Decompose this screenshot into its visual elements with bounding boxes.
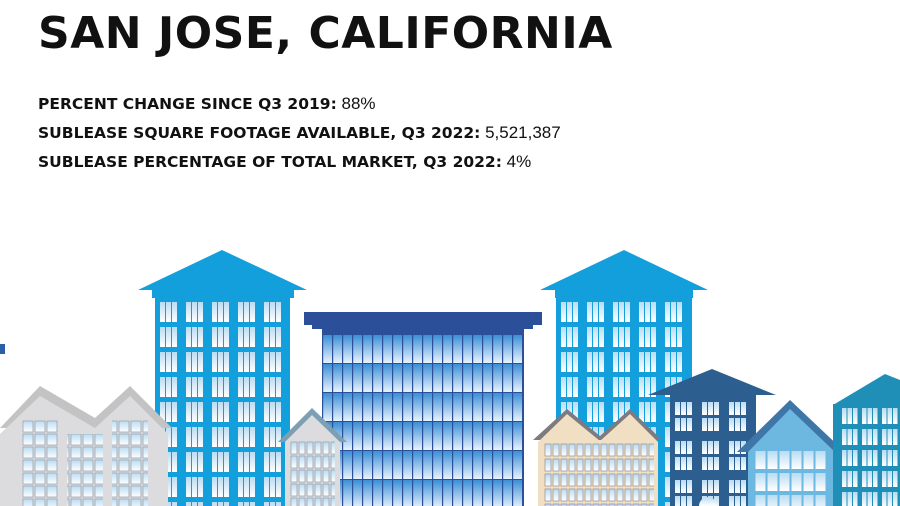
edge-mark [0, 344, 5, 354]
stat-percent-change: PERCENT CHANGE SINCE Q3 2019: 88% [38, 94, 376, 113]
teal-building [833, 374, 900, 506]
glass-tower [304, 312, 542, 506]
dark-blue-building [648, 369, 776, 506]
stat-sublease-footage: SUBLEASE SQUARE FOOTAGE AVAILABLE, Q3 20… [38, 123, 561, 142]
stat-sublease-percentage: SUBLEASE PERCENTAGE OF TOTAL MARKET, Q3 … [38, 152, 532, 171]
grey-house [0, 386, 172, 506]
light-blue-house [737, 400, 845, 506]
beige-house [533, 409, 662, 506]
tower-left [138, 250, 307, 506]
page-title: SAN JOSE, CALIFORNIA [38, 8, 613, 59]
small-house [278, 408, 347, 506]
